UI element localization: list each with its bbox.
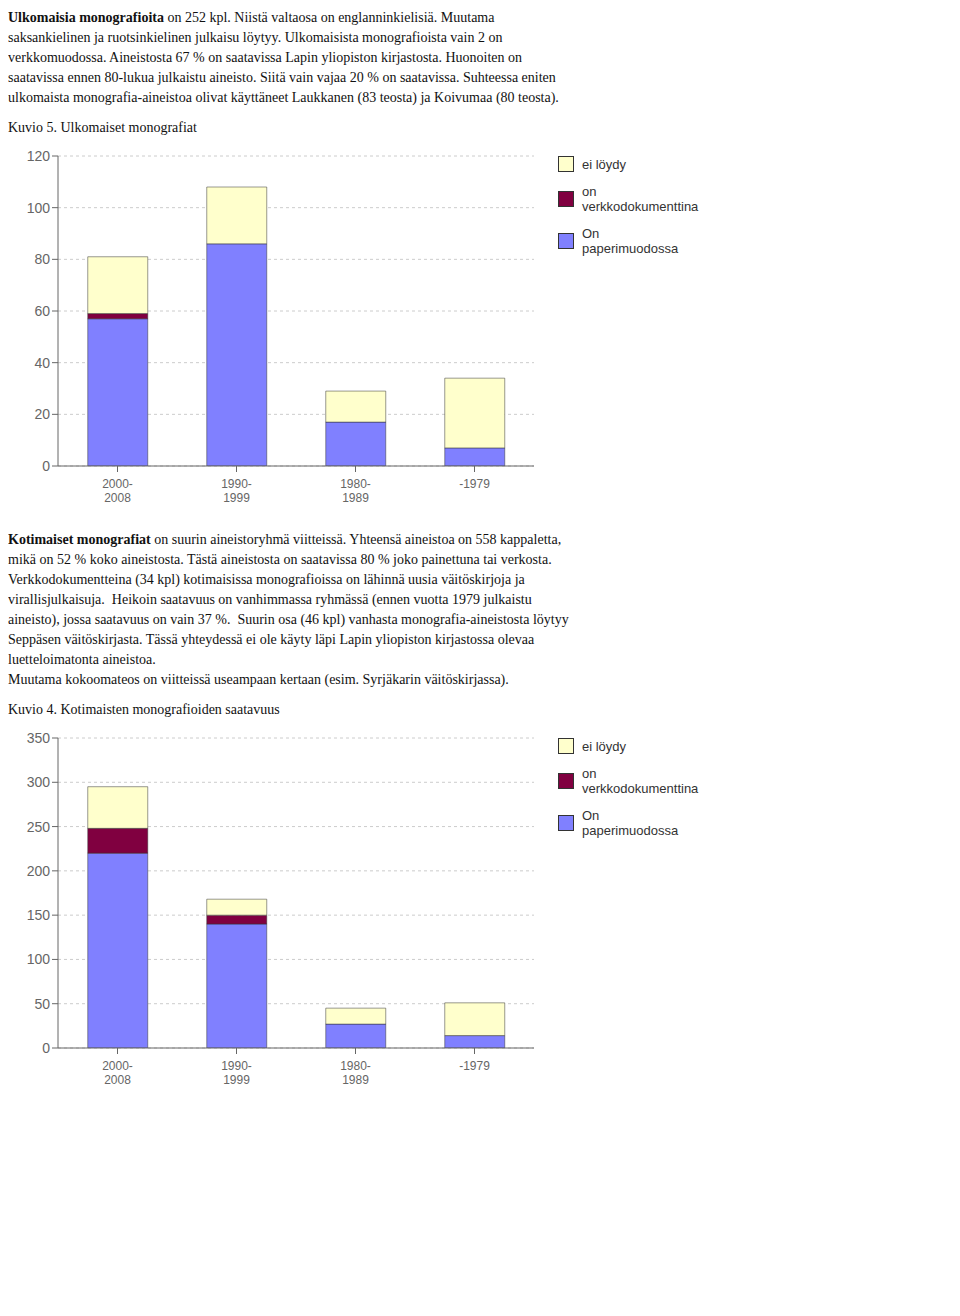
html-text:ulkomaista monografia-aineisto: ulkomaista monografia-aineistoa olivat k… xyxy=(8,90,559,105)
svg-text:250: 250 xyxy=(27,819,51,835)
html-text:saatavissa ennen 80-lukua julk: saatavissa ennen 80-lukua julkaistu aine… xyxy=(8,70,556,85)
html-text:Kuvio 5. Ulkomaiset monografia: Kuvio 5. Ulkomaiset monografiat xyxy=(8,120,197,135)
svg-text:200: 200 xyxy=(27,863,51,879)
svg-text:1990-1999: 1990-1999 xyxy=(221,1059,252,1087)
svg-text:-1979: -1979 xyxy=(459,1059,490,1073)
svg-text:0: 0 xyxy=(42,1040,50,1056)
html-text:saksankielinen ja ruotsinkieli: saksankielinen ja ruotsinkielinen julkai… xyxy=(8,30,503,45)
html-text:ei löydy: ei löydy xyxy=(582,156,627,172)
svg-text:150: 150 xyxy=(27,907,51,923)
svg-text:350: 350 xyxy=(27,730,51,746)
html-text:ei löydy: ei löydy xyxy=(582,738,627,754)
html-text:verkkomuodossa. Aineistosta 67: verkkomuodossa. Aineistosta 67 % on saat… xyxy=(8,50,523,65)
html-text:Verkkodokumentteina (34 kpl) k: Verkkodokumentteina (34 kpl) kotimaisiss… xyxy=(8,572,525,587)
html-text:aineisto), jossa saatavuus on: aineisto), jossa saatavuus on vain 37 %.… xyxy=(8,612,569,627)
svg-text:100: 100 xyxy=(27,951,51,967)
html-text:luetteloimatonta aineistoa.: luetteloimatonta aineistoa. xyxy=(8,652,156,667)
html-text:Muutama kokoomateos on viittei: Muutama kokoomateos on viitteissä useamp… xyxy=(8,672,509,687)
svg-text:0: 0 xyxy=(42,458,50,474)
svg-text:2000-2008: 2000-2008 xyxy=(102,1059,133,1087)
html-text:Ulkomaisia monografioita on 25: Ulkomaisia monografioita on 252 kpl. Nii… xyxy=(8,10,495,25)
svg-text:2000-2008: 2000-2008 xyxy=(102,477,133,505)
svg-text:60: 60 xyxy=(34,303,50,319)
svg-text:40: 40 xyxy=(34,355,50,371)
svg-text:1980-1989: 1980-1989 xyxy=(340,1059,371,1087)
html-text:Kotimaiset monografiat on suur: Kotimaiset monografiat on suurin aineist… xyxy=(8,532,562,547)
html-text:Seppäsen väitöskirjasta. Tässä: Seppäsen väitöskirjasta. Tässä yhteydess… xyxy=(8,632,535,647)
svg-text:-1979: -1979 xyxy=(459,477,490,491)
html-text:mikä on 52 % koko aineistosta.: mikä on 52 % koko aineistosta. Tästä ain… xyxy=(8,552,552,567)
svg-text:120: 120 xyxy=(27,148,51,164)
svg-text:50: 50 xyxy=(34,996,50,1012)
svg-text:100: 100 xyxy=(27,200,51,216)
html-text:Kuvio 4. Kotimaisten monografi: Kuvio 4. Kotimaisten monografioiden saat… xyxy=(8,702,280,717)
svg-text:1980-1989: 1980-1989 xyxy=(340,477,371,505)
svg-text:80: 80 xyxy=(34,251,50,267)
svg-text:1990-1999: 1990-1999 xyxy=(221,477,252,505)
html-text:virallisjulkaisuja. Heikoin sa: virallisjulkaisuja. Heikoin saatavuus on… xyxy=(8,592,532,607)
html-text:on verkkodokumenttina: on verkkodokumenttina xyxy=(582,766,699,796)
svg-text:300: 300 xyxy=(27,774,51,790)
html-text:On paperimuodossa: On paperimuodossa xyxy=(582,808,679,838)
html-text:On paperimuodossa: On paperimuodossa xyxy=(582,226,679,256)
svg-text:20: 20 xyxy=(34,406,50,422)
html-text:on verkkodokumenttina: on verkkodokumenttina xyxy=(582,184,699,214)
